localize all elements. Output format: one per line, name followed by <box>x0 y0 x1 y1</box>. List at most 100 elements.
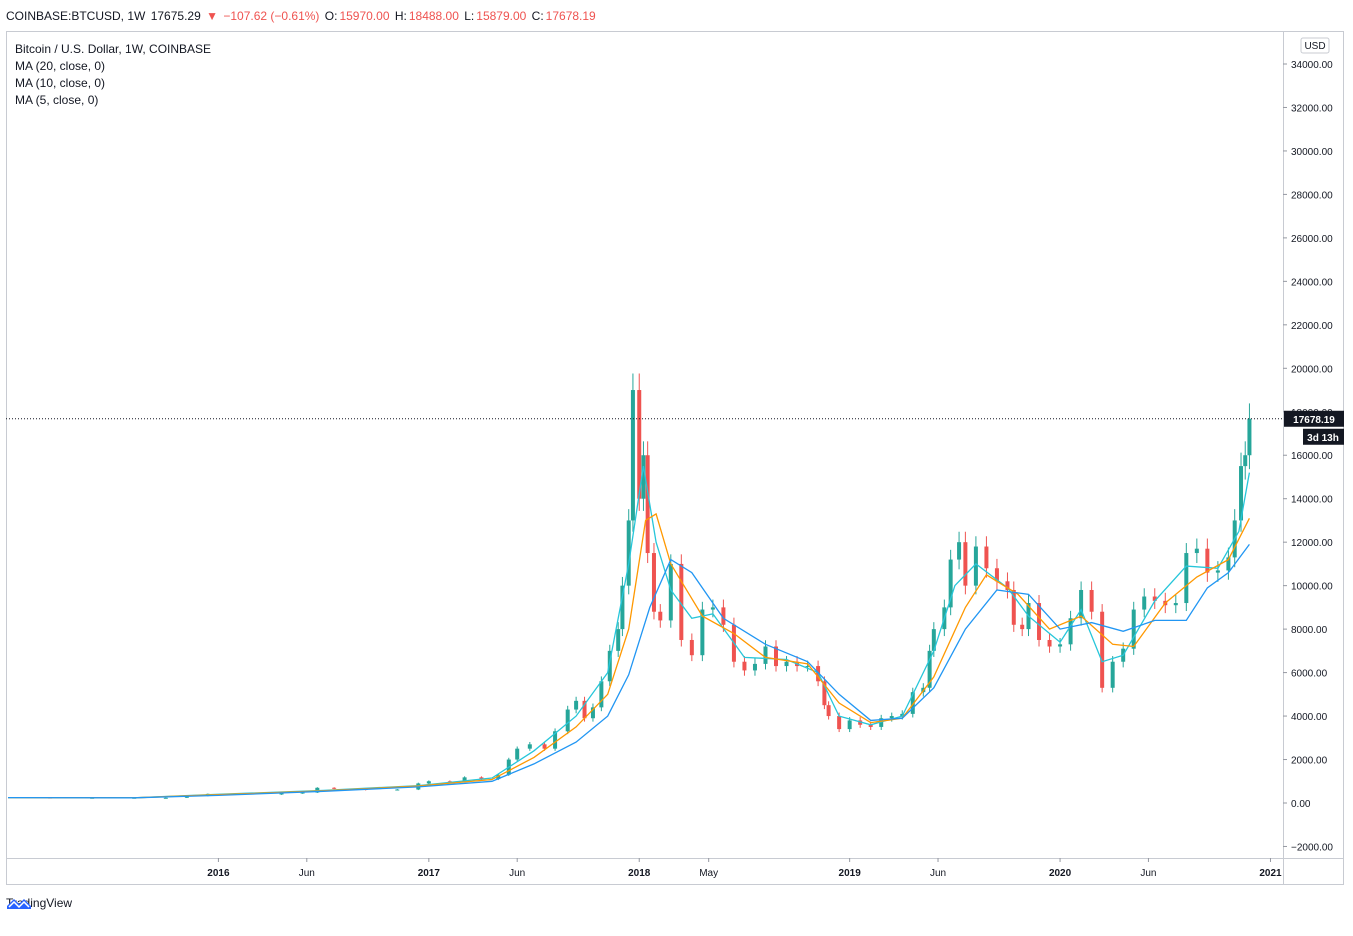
candle-body <box>931 629 936 651</box>
candle-body <box>574 700 579 710</box>
x-tick-label: Jun <box>299 868 315 879</box>
y-tick-label: 2000.00 <box>1291 756 1328 767</box>
candle-body <box>957 542 962 560</box>
countdown-label: 3d 13h <box>1307 433 1339 444</box>
close-value: 17678.19 <box>545 9 596 23</box>
candle-body <box>620 585 625 630</box>
y-tick-label: 6000.00 <box>1291 669 1328 680</box>
low-label: L: <box>464 9 475 23</box>
y-tick-label: 30000.00 <box>1291 147 1333 158</box>
legend-ma5[interactable]: MA (5, close, 0) <box>15 93 99 107</box>
current-price-badge <box>1284 410 1344 427</box>
candle-body <box>1239 466 1244 521</box>
candle-body <box>868 724 873 727</box>
candle-body <box>1089 589 1094 612</box>
x-tick-label: 2019 <box>839 868 862 879</box>
candle-body <box>542 744 547 749</box>
candle-body <box>763 646 768 664</box>
y-tick-label: 4000.00 <box>1291 712 1328 723</box>
chart-frame[interactable]: −2000.00 0.00 2000.00 4000.00 6000.00 8000.00… <box>6 31 1344 885</box>
candle-body <box>630 390 635 521</box>
candle-body <box>721 607 726 625</box>
candle-body <box>784 661 789 667</box>
legend-ma10[interactable]: MA (10, close, 0) <box>15 76 106 90</box>
candle-body <box>565 709 570 732</box>
candle-body <box>700 609 705 656</box>
candle-body <box>479 777 484 780</box>
candle-body <box>774 646 779 667</box>
candle-body <box>645 455 650 554</box>
low-value: 15879.00 <box>476 9 527 23</box>
symbol-label[interactable]: COINBASE:BTCUSD, 1W <box>6 9 146 23</box>
y-tick-label: 32000.00 <box>1291 103 1333 114</box>
candle-body <box>847 720 852 730</box>
tradingview-brand[interactable]: TradingView <box>6 896 72 910</box>
candle-body <box>515 748 520 760</box>
y-tick-label: 10000.00 <box>1291 582 1333 593</box>
y-tick-label: 24000.00 <box>1291 277 1333 288</box>
candle-body <box>641 455 646 499</box>
ma-line <box>7 512 1250 799</box>
x-tick-label: 2017 <box>418 868 441 879</box>
candle-body <box>332 787 337 789</box>
y-tick-label: 8000.00 <box>1291 625 1328 636</box>
y-tick-label: 0.00 <box>1291 799 1311 810</box>
price-change: −107.62 (−0.61%) <box>223 9 320 23</box>
candle-body <box>527 744 532 749</box>
candle-body <box>1037 603 1042 640</box>
legend-title[interactable]: Bitcoin / U.S. Dollar, 1W, COINBASE <box>15 42 212 56</box>
candle-body <box>616 629 621 651</box>
candle-body <box>599 681 604 708</box>
candle-body <box>742 661 747 671</box>
y-tick-label: 14000.00 <box>1291 495 1333 506</box>
legend-ma20[interactable]: MA (20, close, 0) <box>15 59 106 73</box>
candle-body <box>858 720 863 725</box>
candle-body <box>1079 589 1084 619</box>
candle-body <box>973 546 978 586</box>
last-price: 17675.29 <box>150 9 201 23</box>
candle-body <box>626 520 631 586</box>
candle-body <box>710 607 715 610</box>
candle-body <box>1011 589 1016 625</box>
candle-body <box>1247 418 1252 456</box>
candle-body <box>426 781 431 784</box>
candle-body <box>637 390 642 499</box>
open-value: 15970.00 <box>339 9 390 23</box>
candle-body <box>1020 624 1025 630</box>
candle-body <box>984 546 989 569</box>
y-tick-label: 16000.00 <box>1291 451 1333 462</box>
candle-body <box>553 731 558 749</box>
candle-body <box>679 563 684 640</box>
candle-body <box>1005 581 1010 590</box>
y-tick-label: 34000.00 <box>1291 60 1333 71</box>
currency-badge[interactable] <box>1300 37 1330 54</box>
candle-body <box>826 705 831 717</box>
candle-body <box>1226 557 1231 571</box>
y-tick-label: 20000.00 <box>1291 364 1333 375</box>
candle-body <box>163 797 168 799</box>
candle-body <box>889 716 894 719</box>
candle-body <box>1068 618 1073 645</box>
y-tick-label: 26000.00 <box>1291 234 1333 245</box>
candle-body <box>822 681 827 706</box>
y-tick-label: 12000.00 <box>1291 538 1333 549</box>
open-label: O: <box>324 9 338 23</box>
chart-legend: Bitcoin / U.S. Dollar, 1W, COINBASE MA (… <box>15 41 211 109</box>
candle-body <box>689 639 694 656</box>
candle-body <box>948 559 953 608</box>
candle-body <box>1194 548 1199 554</box>
candle-body <box>668 563 673 621</box>
price-chart[interactable]: −2000.00 0.00 2000.00 4000.00 6000.00 8000.00… <box>6 31 1344 885</box>
countdown-badge <box>1303 428 1344 445</box>
x-tick-label: Jun <box>1140 868 1156 879</box>
close-label: C: <box>531 9 544 23</box>
candle-body <box>582 700 587 719</box>
down-arrow-icon: ▼ <box>206 9 218 23</box>
candle-body <box>590 707 595 719</box>
candle-body <box>1047 639 1052 647</box>
candle-body <box>910 692 915 714</box>
candle-body <box>651 553 656 612</box>
candle-body <box>300 792 305 794</box>
candle-body <box>752 663 757 671</box>
ma-line <box>7 544 1250 799</box>
